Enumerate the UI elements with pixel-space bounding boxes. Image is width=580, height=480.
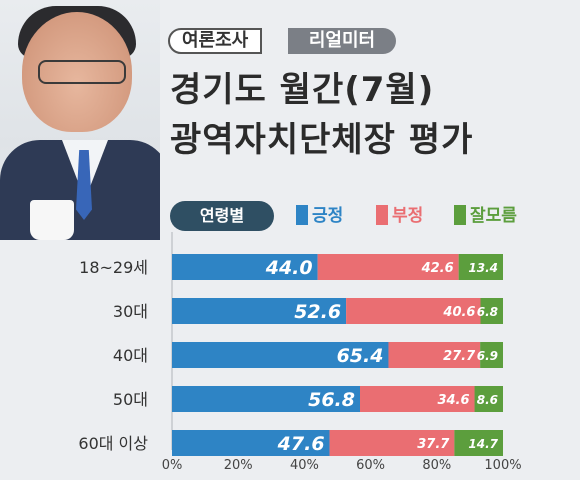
data-label: 44.0 xyxy=(265,257,313,279)
legend-positive-swatch xyxy=(296,205,308,225)
data-label: 65.4 xyxy=(337,345,384,367)
bar-segment-unsure xyxy=(474,386,503,412)
legend-negative-swatch xyxy=(376,205,388,225)
bar-segment-negative xyxy=(388,342,481,368)
x-tick-label: 80% xyxy=(422,458,451,473)
data-label: 37.7 xyxy=(417,437,450,452)
group-label: 연령별 xyxy=(170,201,274,231)
bar-segment-negative xyxy=(360,386,475,412)
category-label: 40대 xyxy=(113,346,148,365)
legend-negative-label: 부정 xyxy=(392,206,424,226)
data-label: 13.4 xyxy=(468,261,498,275)
page-title-line2: 광역자치단체장 평가 xyxy=(170,120,474,160)
survey-tag: 여론조사 xyxy=(168,28,263,54)
data-label: 52.6 xyxy=(294,301,341,323)
page-title-line1: 경기도 월간(7월) xyxy=(170,70,435,110)
bar-segment-unsure xyxy=(458,254,503,280)
data-label: 27.7 xyxy=(443,349,476,364)
legend-unsure-label: 잘모름 xyxy=(470,206,517,226)
bar-segment-unsure xyxy=(454,430,503,456)
bar-segment-unsure xyxy=(480,342,503,368)
data-label: 42.6 xyxy=(421,261,454,276)
x-tick-label: 100% xyxy=(484,458,521,473)
person-photo xyxy=(0,0,160,240)
data-label: 40.6 xyxy=(442,305,475,320)
x-tick-label: 60% xyxy=(356,458,385,473)
category-label: 18~29세 xyxy=(79,258,148,277)
bar-segment-positive xyxy=(172,386,361,412)
data-label: 14.7 xyxy=(468,437,498,451)
bar-segment-positive xyxy=(172,342,389,368)
x-tick-label: 40% xyxy=(290,458,319,473)
bar-segment-negative xyxy=(346,298,481,324)
data-label: 47.6 xyxy=(277,433,325,455)
x-tick-label: 0% xyxy=(162,458,183,473)
bar-segment-positive xyxy=(172,254,318,280)
bar-segment-negative xyxy=(329,430,455,456)
bar-segment-positive xyxy=(172,430,330,456)
legend-positive: 긍정 xyxy=(296,204,343,228)
category-label: 60대 이상 xyxy=(78,434,148,453)
data-label: 56.8 xyxy=(308,389,355,411)
x-tick-label: 20% xyxy=(224,458,253,473)
legend-negative: 부정 xyxy=(376,204,423,228)
data-label: 6.9 xyxy=(477,349,498,363)
legend-positive-label: 긍정 xyxy=(312,206,344,226)
legend-unsure: 잘모름 xyxy=(454,204,517,228)
pollster-tag: 리얼미터 xyxy=(288,28,396,54)
data-label: 34.6 xyxy=(437,393,469,408)
category-label: 30대 xyxy=(113,302,148,321)
bar-segment-positive xyxy=(172,298,347,324)
bar-segment-negative xyxy=(317,254,459,280)
bar-segment-unsure xyxy=(480,298,503,324)
data-label: 6.8 xyxy=(477,305,498,319)
data-label: 8.6 xyxy=(477,393,498,407)
category-label: 50대 xyxy=(113,390,148,409)
legend-unsure-swatch xyxy=(454,205,466,225)
